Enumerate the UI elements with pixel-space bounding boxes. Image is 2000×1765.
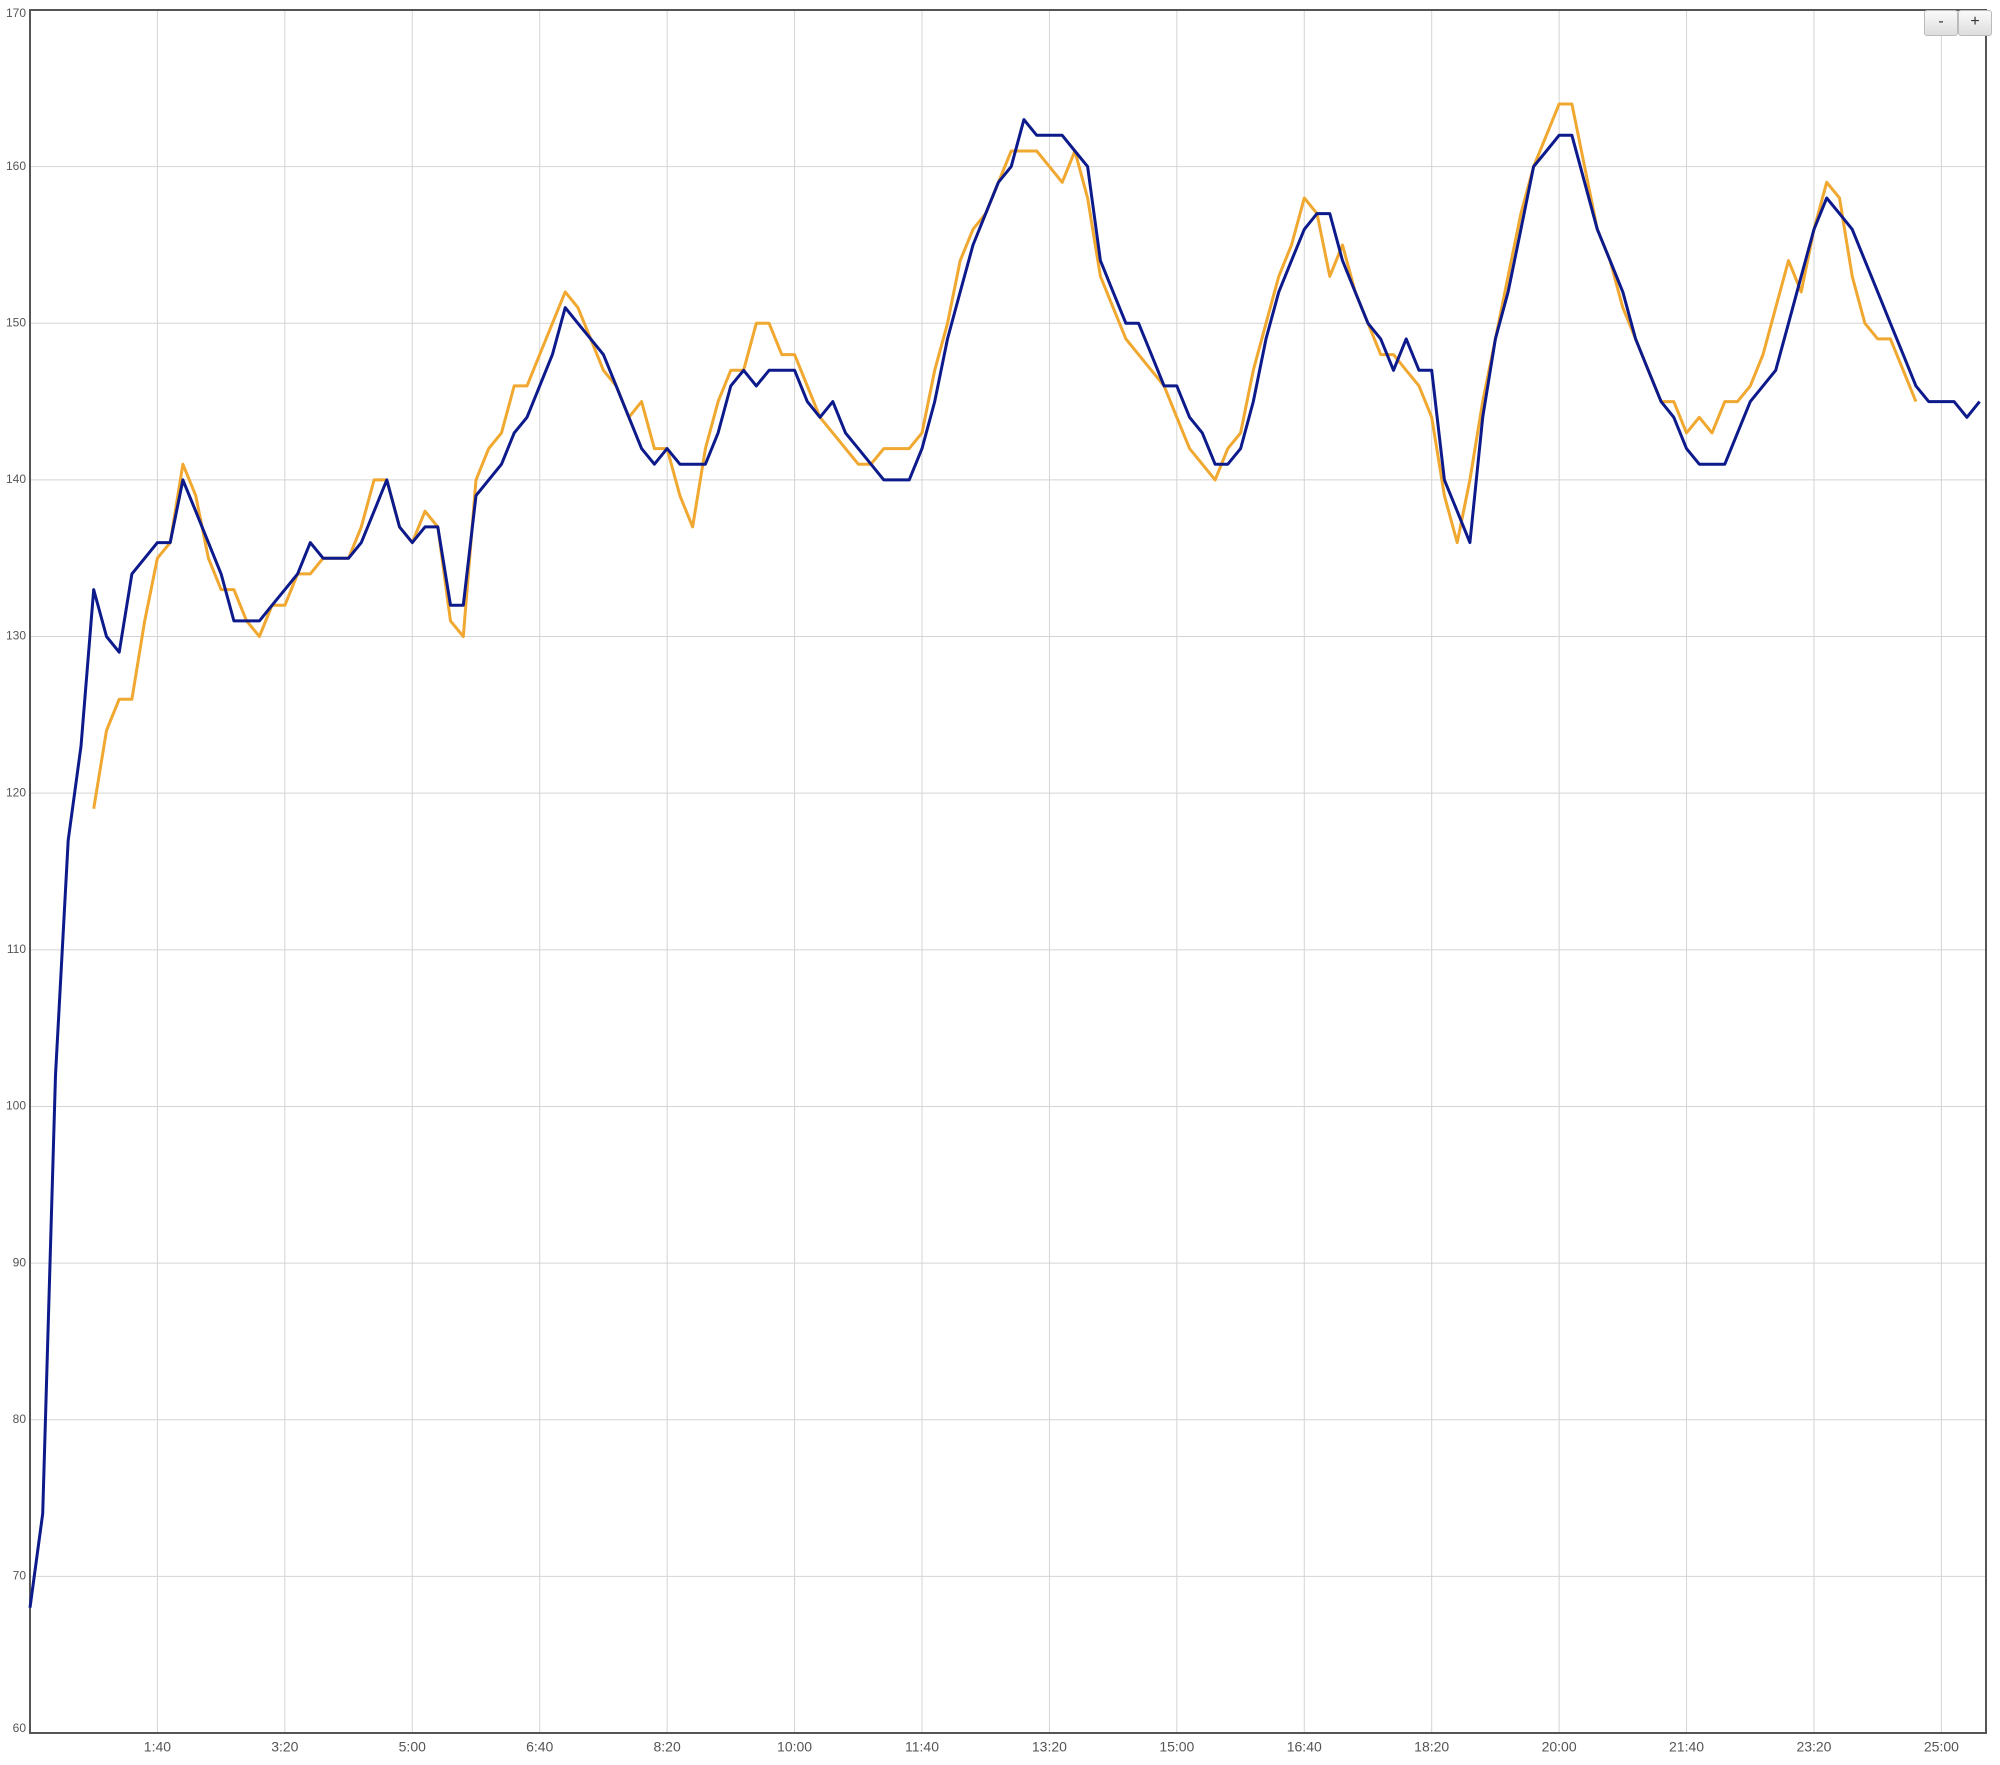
- x-tick-label: 13:20: [1032, 1739, 1067, 1755]
- x-tick-label: 21:40: [1669, 1739, 1704, 1755]
- y-tick-label: 160: [6, 159, 26, 173]
- y-tick-label: 70: [13, 1569, 27, 1583]
- y-tick-label: 90: [13, 1255, 27, 1269]
- x-tick-label: 16:40: [1287, 1739, 1322, 1755]
- y-tick-label: 100: [6, 1099, 26, 1113]
- y-tick-label: 170: [6, 6, 26, 20]
- x-tick-label: 3:20: [271, 1739, 298, 1755]
- series-line: [28, 118, 1981, 1608]
- zoom-out-button[interactable]: -: [1924, 10, 1958, 36]
- x-tick-label: 6:40: [526, 1739, 553, 1755]
- y-tick-label: 140: [6, 472, 26, 486]
- x-tick-label: 10:00: [777, 1739, 812, 1755]
- x-tick-label: 18:20: [1414, 1739, 1449, 1755]
- plot-border: [29, 9, 1987, 1734]
- y-tick-label: 110: [7, 942, 26, 956]
- y-tick-label: 80: [13, 1412, 27, 1426]
- zoom-in-button[interactable]: +: [1958, 10, 1992, 36]
- x-tick-label: 15:00: [1159, 1739, 1194, 1755]
- x-tick-label: 11:40: [905, 1739, 939, 1755]
- y-tick-label: 130: [6, 629, 26, 643]
- series-line: [92, 102, 1918, 810]
- x-tick-label: 23:20: [1796, 1739, 1831, 1755]
- x-tick-label: 8:20: [654, 1739, 681, 1755]
- x-tick-label: 1:40: [144, 1739, 171, 1755]
- y-tick-label: 60: [13, 1721, 27, 1735]
- x-tick-label: 20:00: [1542, 1739, 1577, 1755]
- y-tick-label: 120: [6, 785, 26, 799]
- x-tick-label: 25:00: [1924, 1739, 1959, 1755]
- x-tick-label: 5:00: [399, 1739, 426, 1755]
- y-tick-label: 150: [6, 315, 26, 329]
